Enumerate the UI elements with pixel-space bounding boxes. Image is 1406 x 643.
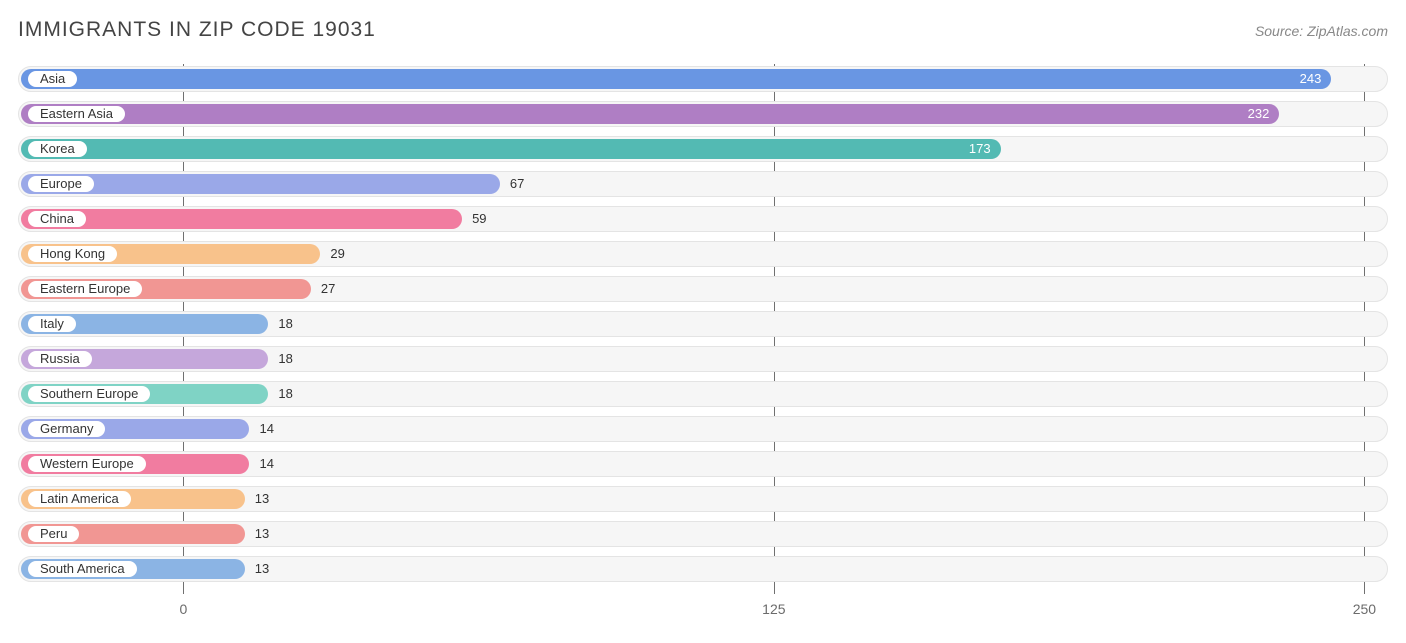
bar-row: Italy 18 (18, 309, 1388, 339)
bar-value: 18 (278, 351, 292, 367)
x-axis: 0 125 250 (18, 597, 1388, 617)
chart-area: Asia 243 Eastern Asia 232 Korea 173 Europe 67 Ch… (18, 64, 1388, 624)
bar-row: Europe 67 (18, 169, 1388, 199)
bar-row: Germany 14 (18, 414, 1388, 444)
bar-fill (21, 69, 1331, 89)
bar-label: Southern Europe (28, 386, 150, 402)
x-tick-label: 125 (762, 601, 785, 617)
bar-row: Southern Europe 18 (18, 379, 1388, 409)
bar-row: Eastern Europe 27 (18, 274, 1388, 304)
bar-label: Peru (28, 526, 79, 542)
x-tick-label: 250 (1353, 601, 1376, 617)
bar-value: 59 (472, 211, 486, 227)
bar-value: 173 (969, 141, 991, 157)
bar-label: Germany (28, 421, 105, 437)
bar-row: Hong Kong 29 (18, 239, 1388, 269)
bar-label: Italy (28, 316, 76, 332)
bar-label: Korea (28, 141, 87, 157)
bar-value: 13 (255, 491, 269, 507)
bar-value: 13 (255, 561, 269, 577)
chart-title: IMMIGRANTS IN ZIP CODE 19031 (18, 18, 376, 42)
bar-row: Western Europe 14 (18, 449, 1388, 479)
bar-value: 18 (278, 316, 292, 332)
bar-value: 29 (330, 246, 344, 262)
bar-value: 14 (259, 421, 273, 437)
bar-value: 13 (255, 526, 269, 542)
bar-value: 243 (1300, 71, 1322, 87)
bar-row: South America 13 (18, 554, 1388, 584)
bar-label: Hong Kong (28, 246, 117, 262)
bar-label: China (28, 211, 86, 227)
x-tick-label: 0 (179, 601, 187, 617)
bar-fill (21, 209, 462, 229)
bar-row: Asia 243 (18, 64, 1388, 94)
bar-row: Russia 18 (18, 344, 1388, 374)
bar-fill (21, 104, 1279, 124)
chart-source: Source: ZipAtlas.com (1255, 23, 1388, 39)
bar-row: Peru 13 (18, 519, 1388, 549)
bar-row: Latin America 13 (18, 484, 1388, 514)
bar-label: Russia (28, 351, 92, 367)
bar-label: Latin America (28, 491, 131, 507)
bar-label: South America (28, 561, 137, 577)
bar-fill (21, 139, 1001, 159)
bar-label: Western Europe (28, 456, 146, 472)
bar-label: Europe (28, 176, 94, 192)
bar-value: 27 (321, 281, 335, 297)
bar-row: Korea 173 (18, 134, 1388, 164)
bar-label: Asia (28, 71, 77, 87)
bar-label: Eastern Europe (28, 281, 142, 297)
bar-value: 67 (510, 176, 524, 192)
bar-row: China 59 (18, 204, 1388, 234)
bar-row: Eastern Asia 232 (18, 99, 1388, 129)
bar-value: 18 (278, 386, 292, 402)
bar-value: 14 (259, 456, 273, 472)
bar-value: 232 (1248, 106, 1270, 122)
bar-label: Eastern Asia (28, 106, 125, 122)
bars-container: Asia 243 Eastern Asia 232 Korea 173 Europe 67 Ch… (18, 64, 1388, 584)
